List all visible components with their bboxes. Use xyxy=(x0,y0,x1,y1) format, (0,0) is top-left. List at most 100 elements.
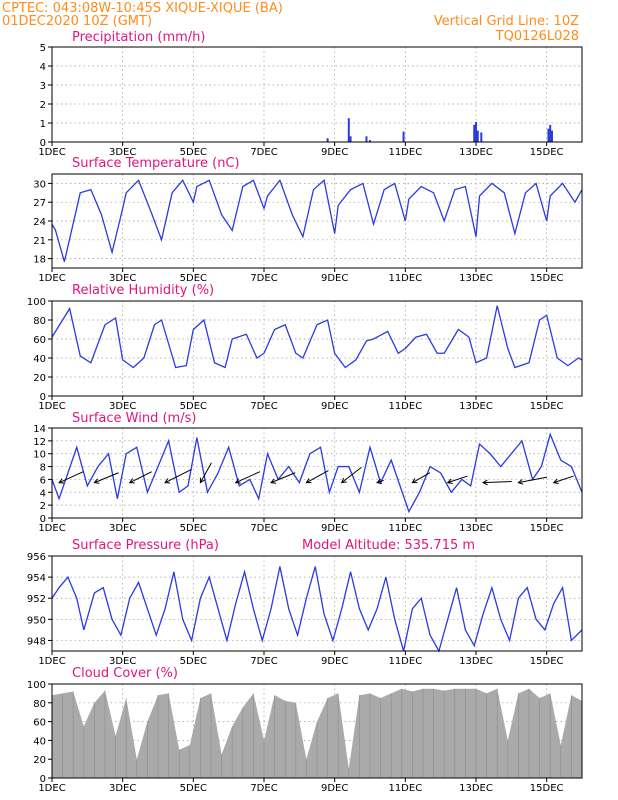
wind-xtick-label: 5DEC xyxy=(180,523,207,534)
wind-xtick-label: 7DEC xyxy=(250,523,277,534)
precip-ytick-label: 4 xyxy=(40,62,46,73)
precip-xtick-label: 11DEC xyxy=(388,147,422,158)
wind-arrow xyxy=(128,471,152,484)
precip-bar xyxy=(476,130,479,142)
precip-bar xyxy=(480,132,483,142)
pressure-frame xyxy=(51,555,583,652)
temp-xtick-label: 11DEC xyxy=(388,273,422,284)
precip-bar xyxy=(326,138,329,142)
wind-arrow xyxy=(305,470,329,484)
precip-bar xyxy=(402,131,405,142)
wind-arrow xyxy=(376,478,384,485)
precip-panel: 0 1 2 3 4 5 1DEC 3DEC 5DEC 7DEC 9DEC 11DEC 13DEC 15DE… xyxy=(38,30,583,158)
wind-arrow-shaft xyxy=(412,472,431,484)
temp-ytick-label: 30 xyxy=(33,179,46,190)
wind-arrow xyxy=(411,472,431,484)
rh-xtick-label: 13DEC xyxy=(459,401,493,412)
precip-xtick-label: 13DEC xyxy=(459,147,493,158)
pressure-xtick-label: 5DEC xyxy=(180,656,207,667)
precip-ytick-label: 0 xyxy=(40,138,46,149)
wind-arrow-shaft xyxy=(518,476,548,484)
pressure-ytick-label: 956 xyxy=(27,552,46,563)
temp-xtick-label: 1DEC xyxy=(38,273,65,284)
temp-xtick-label: 3DEC xyxy=(109,273,136,284)
wind-arrow xyxy=(517,476,548,485)
precip-bar xyxy=(369,140,371,142)
wind-arrow-shaft xyxy=(483,481,512,484)
wind-arrow xyxy=(446,475,468,485)
wind-arrow-shaft xyxy=(553,475,574,484)
wind-ytick-label: 4 xyxy=(40,488,46,499)
wind-arrow-shaft xyxy=(94,472,119,484)
rh-ytick-label: 80 xyxy=(33,316,46,327)
wind-arrow-head xyxy=(482,479,488,486)
wind-arrow-head xyxy=(552,478,559,485)
wind-arrow-shaft xyxy=(164,468,192,484)
rh-ytick-label: 0 xyxy=(40,392,46,403)
cloud-xtick-label: 3DEC xyxy=(109,783,136,794)
temp-xtick-label: 9DEC xyxy=(321,273,348,284)
wind-arrow xyxy=(552,475,574,485)
rh-xtick-label: 3DEC xyxy=(109,401,136,412)
cloud-xtick-label: 1DEC xyxy=(38,783,65,794)
rh-xtick-label: 9DEC xyxy=(321,401,348,412)
rh-ytick-label: 100 xyxy=(27,297,46,308)
pressure-xtick-label: 11DEC xyxy=(388,656,422,667)
pressure-xtick-label: 1DEC xyxy=(38,656,65,667)
wind-arrow-shaft xyxy=(376,479,384,484)
precip-title: Precipitation (mm/h) xyxy=(72,30,205,45)
cloud-panel: 0 20 40 60 80 100 1DEC 3DEC 5DEC 7DEC 9DEC 11DEC 13D… xyxy=(27,666,583,794)
wind-arrow-shaft xyxy=(306,470,329,484)
wind-xtick-label: 11DEC xyxy=(388,523,422,534)
rh-xtick-label: 7DEC xyxy=(250,401,277,412)
wind-ytick-label: 8 xyxy=(40,463,46,474)
rh-xtick-label: 15DEC xyxy=(530,401,564,412)
wind-arrow xyxy=(93,472,119,484)
header-grid-line: Vertical Grid Line: 10Z xyxy=(434,14,579,29)
rh-title: Relative Humidity (%) xyxy=(72,283,214,298)
temp-panel: 18 21 24 27 30 1DEC 3DEC 5DEC 7DEC 9DEC 11DEC 13DEC… xyxy=(33,156,583,284)
wind-arrow-head xyxy=(305,478,312,484)
rh-ytick-label: 40 xyxy=(33,354,46,365)
precip-bar xyxy=(365,136,368,142)
wind-arrow-head xyxy=(376,478,383,485)
header: CPTEC: 043:08W-10:45S XIQUE-XIQUE (BA) 0… xyxy=(2,1,579,44)
cloud-ytick-label: 100 xyxy=(27,680,46,691)
temp-ytick-label: 24 xyxy=(33,217,46,228)
wind-arrow xyxy=(340,466,362,484)
rh-xtick-label: 11DEC xyxy=(388,401,422,412)
pressure-xtick-label: 7DEC xyxy=(250,656,277,667)
precip-xtick-label: 5DEC xyxy=(180,147,207,158)
precip-ytick-label: 5 xyxy=(40,43,46,54)
wind-arrow-head xyxy=(164,478,171,484)
wind-frame xyxy=(51,427,583,519)
wind-arrow-shaft xyxy=(447,475,468,484)
pressure-series-line xyxy=(51,566,583,653)
rh-frame xyxy=(51,300,583,397)
rh-xtick-label: 1DEC xyxy=(38,401,65,412)
wind-arrow xyxy=(199,462,212,484)
wind-arrow xyxy=(234,471,261,484)
precip-bar xyxy=(347,118,350,142)
precip-xtick-label: 15DEC xyxy=(530,147,564,158)
cloud-ytick-label: 40 xyxy=(33,736,46,747)
temp-title: Surface Temperature (nC) xyxy=(72,156,240,171)
pressure-subtitle: Model Altitude: 535.715 m xyxy=(302,538,475,553)
wind-ytick-label: 2 xyxy=(40,501,46,512)
pressure-title: Surface Pressure (hPa) xyxy=(72,538,219,553)
wind-arrow-head xyxy=(199,477,205,484)
temp-ytick-label: 18 xyxy=(33,255,46,266)
cloud-xtick-label: 5DEC xyxy=(180,783,207,794)
pressure-panel: 948 950 952 954 956 1DEC 3DEC 5DEC 7DEC 9DEC 11DEC… xyxy=(27,538,583,667)
wind-arrow-head xyxy=(93,478,100,484)
wind-arrow-head xyxy=(234,478,241,484)
precip-bar xyxy=(349,136,352,142)
wind-title: Surface Wind (m/s) xyxy=(72,411,196,426)
wind-arrow-shaft xyxy=(199,462,212,483)
wind-arrow-head xyxy=(340,477,347,484)
precip-xtick-label: 3DEC xyxy=(109,147,136,158)
wind-arrow-shaft xyxy=(270,472,296,484)
rh-xtick-label: 5DEC xyxy=(180,401,207,412)
precip-ytick-label: 2 xyxy=(40,100,46,111)
